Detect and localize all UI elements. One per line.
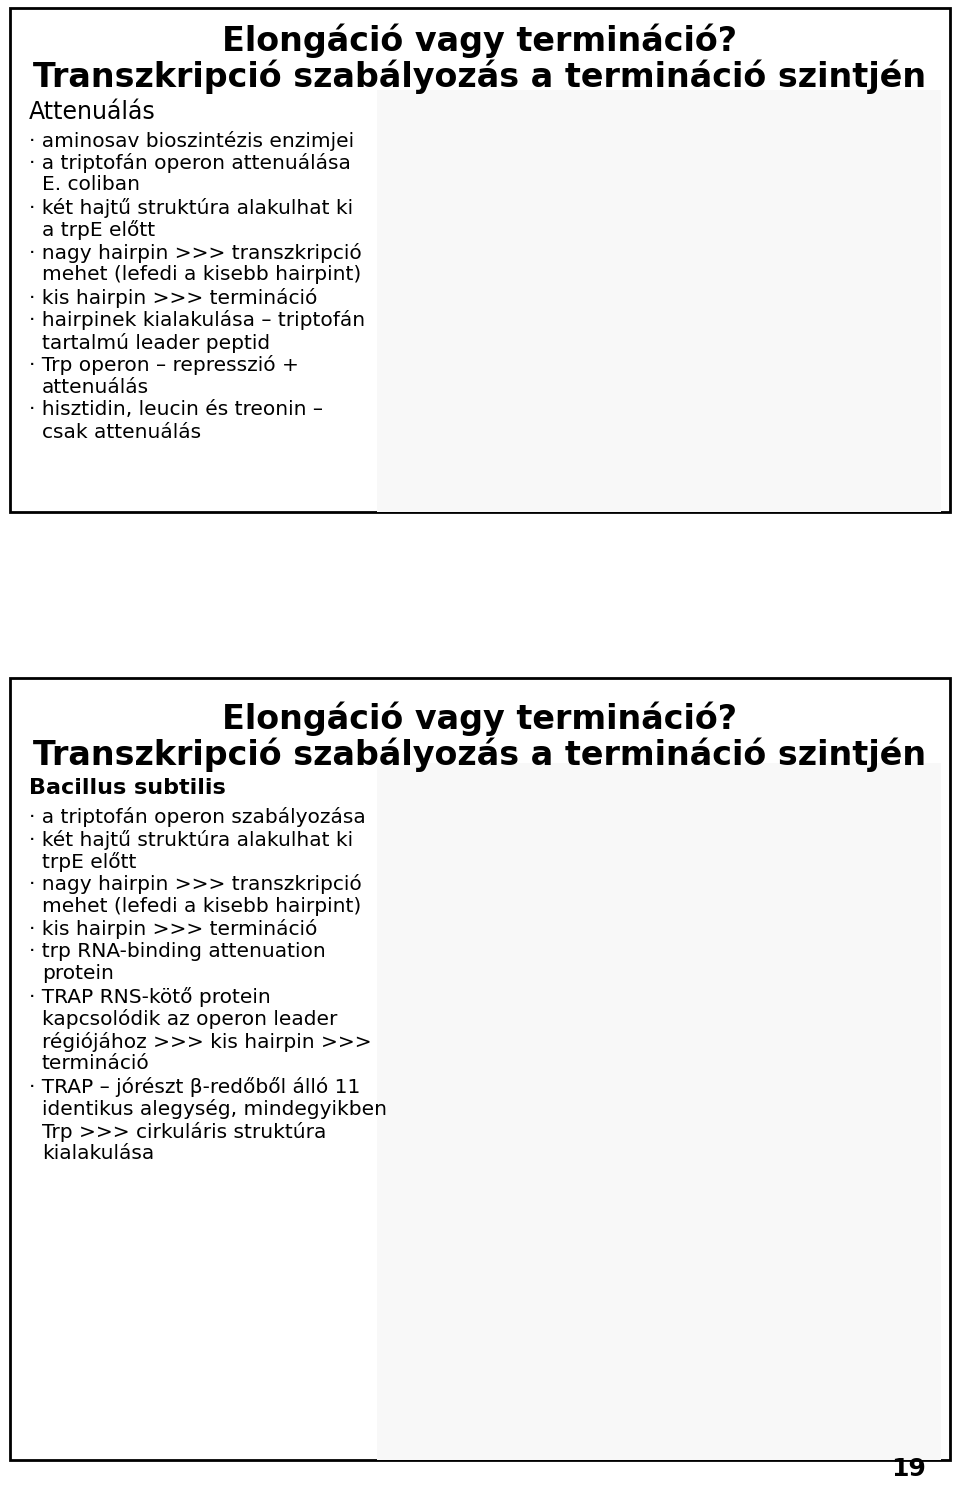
Text: · hisztidin, leucin és treonin –: · hisztidin, leucin és treonin –: [29, 401, 323, 419]
Text: kapcsolódik az operon leader: kapcsolódik az operon leader: [42, 1009, 337, 1030]
Text: · kis hairpin >>> termináció: · kis hairpin >>> termináció: [29, 920, 317, 940]
Text: · két hajtű struktúra alakulhat ki: · két hajtű struktúra alakulhat ki: [29, 830, 353, 850]
Text: · két hajtű struktúra alakulhat ki: · két hajtű struktúra alakulhat ki: [29, 198, 353, 218]
Text: attenuálás: attenuálás: [42, 378, 149, 396]
Text: · trp RNA-binding attenuation: · trp RNA-binding attenuation: [29, 943, 325, 961]
Text: Elongáció vagy termináció?: Elongáció vagy termináció?: [223, 701, 737, 735]
Text: Bacillus subtilis: Bacillus subtilis: [29, 778, 226, 799]
Text: kialakulása: kialakulása: [42, 1144, 155, 1163]
Text: mehet (lefedi a kisebb hairpint): mehet (lefedi a kisebb hairpint): [42, 266, 361, 284]
Text: Elongáció vagy termináció?: Elongáció vagy termináció?: [223, 23, 737, 57]
Text: · a triptofán operon szabályozása: · a triptofán operon szabályozása: [29, 808, 366, 827]
Text: mehet (lefedi a kisebb hairpint): mehet (lefedi a kisebb hairpint): [42, 898, 361, 916]
Text: Trp >>> cirkuláris struktúra: Trp >>> cirkuláris struktúra: [42, 1121, 326, 1142]
Bar: [376, 90, 941, 543]
Text: E. coliban: E. coliban: [42, 176, 140, 195]
Bar: [376, 763, 941, 1466]
Text: régiójához >>> kis hairpin >>>: régiójához >>> kis hairpin >>>: [42, 1031, 372, 1052]
Text: · TRAP – jórészt β-redőből álló 11: · TRAP – jórészt β-redőből álló 11: [29, 1076, 360, 1097]
Text: · kis hairpin >>> termináció: · kis hairpin >>> termináció: [29, 288, 317, 308]
Text: Attenuálás: Attenuálás: [29, 101, 156, 125]
Text: termináció: termináció: [42, 1054, 150, 1073]
Text: identikus alegység, mindegyikben: identikus alegység, mindegyikben: [42, 1099, 387, 1120]
Text: trpE előtt: trpE előtt: [42, 853, 136, 872]
Text: csak attenuálás: csak attenuálás: [42, 423, 201, 441]
Text: Transzkripció szabályozás a termináció szintjén: Transzkripció szabályozás a termináció s…: [34, 59, 926, 93]
Text: a trpE előtt: a trpE előtt: [42, 221, 155, 240]
Text: · TRAP RNS-kötő protein: · TRAP RNS-kötő protein: [29, 986, 271, 1007]
Text: · a triptofán operon attenuálása: · a triptofán operon attenuálása: [29, 153, 350, 173]
Text: Transzkripció szabályozás a termináció szintjén: Transzkripció szabályozás a termináció s…: [34, 737, 926, 772]
Text: · nagy hairpin >>> transzkripció: · nagy hairpin >>> transzkripció: [29, 875, 362, 895]
Text: protein: protein: [42, 964, 113, 983]
Text: · hairpinek kialakulása – triptofán: · hairpinek kialakulása – triptofán: [29, 311, 365, 330]
Text: · Trp operon – represszió +: · Trp operon – represszió +: [29, 356, 299, 375]
Text: · aminosav bioszintézis enzimjei: · aminosav bioszintézis enzimjei: [29, 131, 354, 150]
Text: 19: 19: [892, 1457, 926, 1481]
Text: · nagy hairpin >>> transzkripció: · nagy hairpin >>> transzkripció: [29, 243, 362, 263]
Text: tartalmú leader peptid: tartalmú leader peptid: [42, 333, 270, 353]
